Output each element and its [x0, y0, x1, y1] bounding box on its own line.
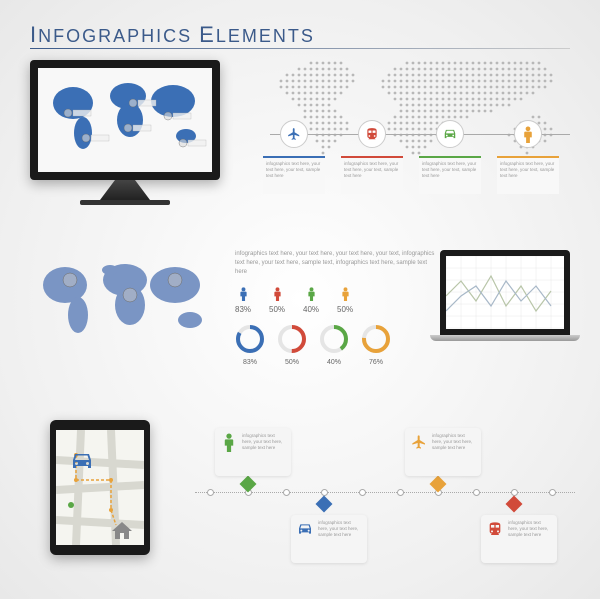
car-icon: [436, 120, 464, 148]
monitor-world-map: [38, 68, 212, 172]
person-stat: 50%: [269, 287, 285, 314]
timeline-card: infographics text here, your text here, …: [481, 515, 557, 563]
timeline-card: infographics text here, your text here, …: [263, 156, 325, 194]
timeline-dot: [397, 489, 404, 496]
person-stat: 40%: [303, 287, 319, 314]
timeline-dot: [207, 489, 214, 496]
timeline-card: infographics text here, your text here, …: [291, 515, 367, 563]
donut-chart: 83%: [235, 324, 265, 366]
donut-chart: 40%: [319, 324, 349, 366]
timeline-dot: [549, 489, 556, 496]
timeline-dot: [283, 489, 290, 496]
blue-world-map: [30, 250, 220, 350]
timeline-card: infographics text here, your text here, …: [419, 156, 481, 194]
timeline-card: infographics text here, your text here, …: [341, 156, 403, 194]
donuts-row: 83% 50% 40% 76%: [235, 324, 435, 366]
timeline-dot: [511, 489, 518, 496]
page-title: INFOGRAPHICS ELEMENTS: [30, 22, 315, 48]
plane-icon: [280, 120, 308, 148]
timeline-card: infographics text here, your text here, …: [405, 428, 481, 476]
timeline-diamond: [430, 476, 447, 493]
timeline-dot: [473, 489, 480, 496]
plane-icon: [410, 433, 428, 451]
train-icon: [358, 120, 386, 148]
monitor-device: [30, 60, 220, 205]
stats-panel: infographics text here, your text here, …: [235, 250, 435, 366]
timeline-diamond: [240, 476, 257, 493]
stats-description: infographics text here, your text here, …: [235, 250, 435, 277]
person-icon: [514, 120, 542, 148]
person-stat: 50%: [337, 287, 353, 314]
donut-chart: 76%: [361, 324, 391, 366]
tablet-map: [56, 430, 144, 545]
train-icon: [486, 520, 504, 538]
title-underline: [30, 48, 570, 49]
timeline-dot: [321, 489, 328, 496]
laptop-line-chart: [446, 256, 564, 329]
person-stat: 83%: [235, 287, 251, 314]
timeline-card: infographics text here, your text here, …: [497, 156, 559, 194]
timeline-dot: [359, 489, 366, 496]
tablet-device: [50, 420, 150, 555]
laptop-device: [430, 250, 580, 341]
transport-timeline: infographics text here, your text here, …: [270, 120, 570, 220]
timeline-diamond: [506, 496, 523, 513]
person-icon: [220, 433, 238, 451]
bottom-timeline: infographics text here, your text here, …: [195, 420, 575, 570]
car-icon: [296, 520, 314, 538]
donut-chart: 50%: [277, 324, 307, 366]
timeline-diamond: [316, 496, 333, 513]
people-stats-row: 83% 50% 40% 50%: [235, 287, 435, 314]
timeline-card: infographics text here, your text here, …: [215, 428, 291, 476]
